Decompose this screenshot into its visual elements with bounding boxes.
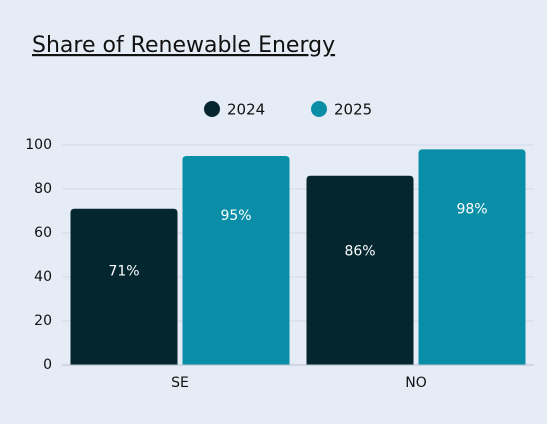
- value-label: 95%: [220, 208, 251, 224]
- bar: [70, 208, 178, 365]
- legend-label: 2024: [227, 101, 265, 119]
- chart-title: Share of Renewable Energy: [32, 33, 335, 58]
- x-tick-label: NO: [405, 375, 427, 391]
- y-tick-label: 40: [34, 269, 52, 285]
- value-label: 71%: [108, 263, 139, 279]
- value-label: 86%: [344, 243, 375, 259]
- y-tick-label: 60: [34, 225, 52, 241]
- legend-marker: [311, 101, 327, 117]
- bar: [418, 149, 526, 365]
- y-tick-label: 0: [43, 357, 52, 373]
- y-tick-label: 100: [25, 137, 52, 153]
- legend-marker: [204, 101, 220, 117]
- bar: [306, 175, 414, 365]
- y-tick-label: 20: [34, 313, 52, 329]
- value-label: 98%: [456, 201, 487, 217]
- y-tick-label: 80: [34, 181, 52, 197]
- legend-label: 2025: [334, 101, 372, 119]
- bar: [182, 156, 290, 365]
- x-tick-label: SE: [171, 375, 189, 391]
